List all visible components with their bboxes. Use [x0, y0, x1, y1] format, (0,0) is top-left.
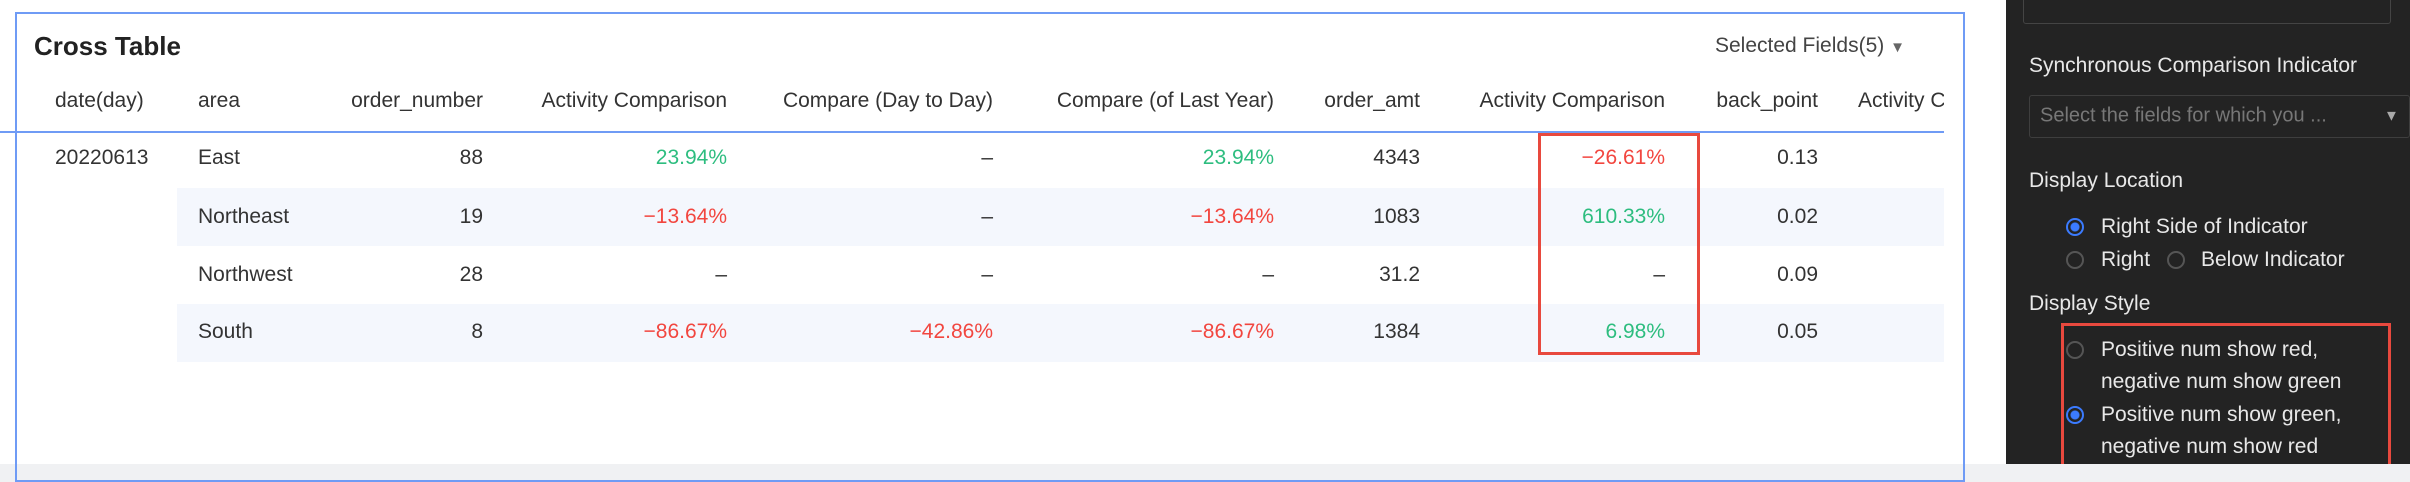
row-background	[177, 188, 1944, 246]
title: Cross Table	[34, 31, 181, 61]
column-header: Compare (of Last Year)	[1056, 89, 1274, 112]
value-cell: 1083	[1373, 205, 1420, 228]
area-cell: Northeast	[198, 205, 290, 228]
selected-fields-label: Selected Fields(5)	[1715, 34, 1885, 57]
radio-label: Positive num show green,	[2101, 403, 2342, 426]
highlight-box	[1538, 133, 1700, 355]
value-cell: 88	[459, 146, 483, 169]
column-header: Activity Comparison	[1479, 89, 1665, 112]
radio-button[interactable]	[2167, 251, 2185, 269]
radio-button[interactable]	[2066, 251, 2084, 269]
select-arrow: ▼	[2384, 107, 2399, 125]
highlight-box	[2061, 323, 2391, 464]
style-label: Display Style	[2029, 292, 2151, 315]
location-label: Display Location	[2029, 169, 2184, 192]
column-header: Compare (Day to Day)	[782, 89, 993, 112]
column-header: date(day)	[55, 89, 144, 112]
value-cell: –	[981, 146, 993, 169]
radio-label: Right	[2101, 248, 2151, 271]
value-cell: 0.02	[1777, 205, 1818, 228]
column-header: Activity Comparison	[541, 89, 727, 112]
radio-button[interactable]	[2066, 341, 2084, 359]
value-cell: –	[1653, 263, 1665, 286]
area-cell: Northwest	[198, 263, 293, 286]
area-cell: East	[198, 146, 241, 169]
radio-label: negative num show red	[2101, 435, 2319, 458]
radio-button[interactable]	[2066, 406, 2084, 424]
radio-label: negative num show green	[2101, 370, 2342, 393]
column-header: area	[198, 89, 241, 112]
date-cell: 20220613	[55, 146, 149, 169]
settings-panel: Synchronous Comparison Indicator Select …	[2006, 0, 2410, 464]
area-cell: South	[198, 320, 253, 343]
main-area: Cross Table Selected Fields(5) ▼ date(da…	[0, 0, 2006, 482]
value-cell: 0.09	[1777, 263, 1818, 286]
column-header: Activity Comparison	[1858, 89, 1944, 112]
value-cell: 8	[471, 320, 483, 343]
field-select[interactable]: Select the fields for which you ... ▼	[2029, 95, 2410, 138]
value-cell: –	[981, 263, 993, 286]
column-header: order_amt	[1324, 89, 1420, 112]
value-cell: 23.94%	[655, 146, 727, 169]
select-placeholder: Select the fields for which you ...	[2040, 104, 2327, 127]
value-cell: 31.2	[1379, 263, 1420, 286]
value-cell: −42.86%	[909, 320, 994, 343]
value-cell: 0.05	[1777, 320, 1818, 343]
value-cell: –	[715, 263, 727, 286]
value-cell: −13.64%	[1190, 205, 1275, 228]
sync-label: Synchronous Comparison Indicator	[2029, 54, 2358, 77]
value-cell: –	[981, 205, 993, 228]
value-cell: −13.64%	[643, 205, 728, 228]
radio-label: Right Side of Indicator	[2101, 215, 2308, 238]
radio-button[interactable]	[2066, 218, 2084, 236]
header-divider	[0, 131, 1944, 133]
radio-label: Positive num show red,	[2101, 338, 2319, 361]
radio-label: Below Indicator	[2201, 248, 2345, 271]
value-cell: 610.33%	[1582, 205, 1665, 228]
value-cell: 4343	[1373, 146, 1420, 169]
selected-fields[interactable]: Selected Fields(5) ▼	[1715, 34, 1905, 57]
value-cell: 23.94%	[1202, 146, 1274, 169]
value-cell: −86.67%	[643, 320, 728, 343]
value-cell: 0.13	[1777, 146, 1818, 169]
value-cell: 19	[459, 205, 483, 228]
value-cell: –	[1262, 263, 1274, 286]
column-header: back_point	[1716, 89, 1818, 112]
value-cell: 6.98%	[1605, 320, 1665, 343]
input-box[interactable]	[2023, 0, 2391, 24]
value-cell: −26.61%	[1581, 146, 1666, 169]
value-cell: 1384	[1373, 320, 1420, 343]
column-header: order_number	[351, 89, 483, 112]
value-cell: −86.67%	[1190, 320, 1275, 343]
value-cell: 28	[459, 263, 483, 286]
